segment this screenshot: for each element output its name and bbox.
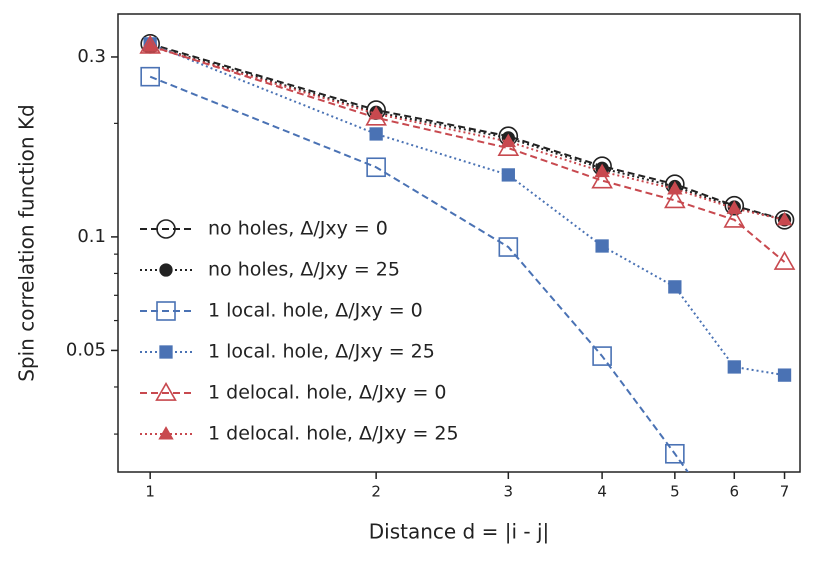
marker [140,66,160,87]
marker [139,34,162,54]
marker [369,127,383,141]
legend-label: 1 delocal. hole, Δ/Jxy = 25 [208,423,459,445]
marker [773,250,796,270]
x-tick-label: 3 [504,483,514,501]
series-line [149,75,690,472]
plot-area [139,34,796,546]
y-tick-label: 0.1 [77,226,106,247]
marker [155,381,177,401]
marker [665,443,685,464]
x-tick-label: 4 [597,483,607,501]
marker [727,360,741,374]
x-tick-label: 7 [780,483,790,501]
marker [664,189,686,209]
marker [592,346,612,366]
marker [776,211,793,226]
legend-label: no holes, Δ/Jxy = 25 [208,259,400,281]
marker [500,133,517,148]
marker [368,105,384,120]
marker [159,345,173,359]
marker [501,168,515,182]
y-tick-label: 0.05 [66,339,106,360]
series-line [149,42,785,377]
marker [594,163,610,178]
marker [366,157,386,178]
y-tick-label: 0.3 [77,46,106,67]
marker [668,280,682,294]
marker [498,237,519,257]
marker [777,368,792,382]
legend-label: 1 local. hole, Δ/Jxy = 0 [208,300,423,322]
marker [159,263,173,277]
marker [158,426,174,440]
marker [667,181,683,195]
x-tick-label: 1 [145,483,155,501]
marker [725,528,743,546]
plot-frame [117,13,801,473]
marker [156,219,176,239]
y-axis-label: Spin correlation function Kd [15,104,39,382]
series-line [149,42,785,221]
marker [156,301,176,321]
legend-label: no holes, Δ/Jxy = 0 [208,218,388,240]
x-tick-label: 2 [371,483,381,501]
marker [774,210,795,230]
marker [142,38,158,52]
x-tick-label: 6 [730,483,740,501]
x-tick-label: 5 [670,483,680,501]
x-axis-label: Distance d = |i - j| [369,520,550,544]
marker [723,208,746,228]
marker [726,200,742,214]
marker [724,195,745,216]
legend-label: 1 delocal. hole, Δ/Jxy = 0 [208,382,447,404]
marker [591,169,613,189]
legend-label: 1 local. hole, Δ/Jxy = 25 [208,341,435,363]
marker [595,239,609,253]
